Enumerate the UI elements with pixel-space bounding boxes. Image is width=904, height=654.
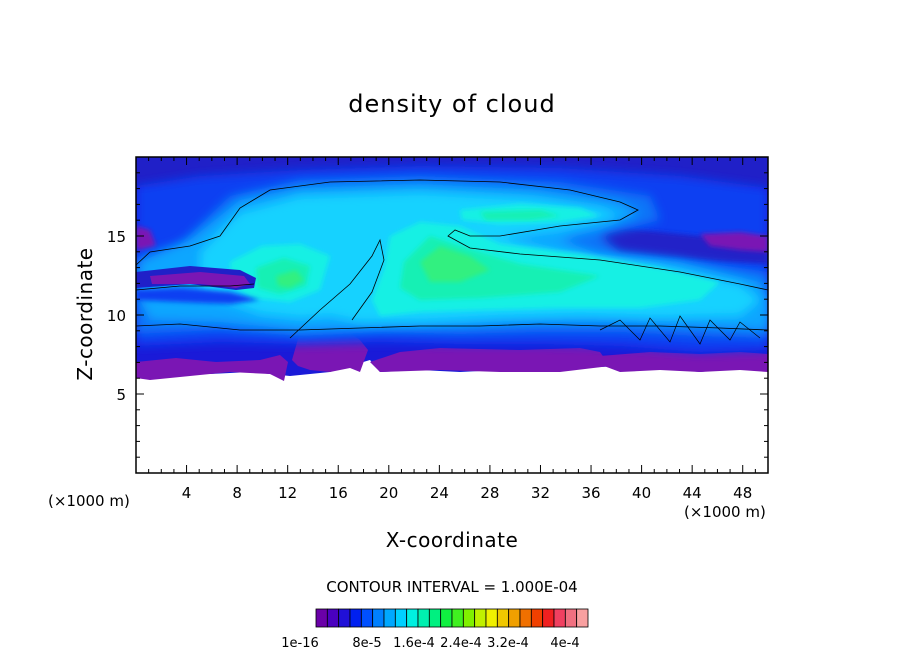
colorbar-swatch — [553, 608, 566, 628]
x-tick-label: 20 — [379, 484, 398, 502]
x-axis-label: X-coordinate — [386, 528, 519, 552]
colorbar-swatch — [417, 608, 430, 628]
colorbar-label: 8e-5 — [352, 636, 381, 651]
colorbar-swatch — [530, 608, 544, 628]
colorbar-swatch — [383, 608, 396, 628]
colorbar-swatch — [394, 608, 408, 628]
x-tick-label: 48 — [733, 484, 752, 502]
x-tick-label: 12 — [278, 484, 297, 502]
x-tick-label: 32 — [531, 484, 550, 502]
colorbar-swatch — [326, 608, 340, 628]
x-tick-label: 8 — [232, 484, 242, 502]
colorbar-label: 1.6e-4 — [393, 636, 435, 651]
colorbar-swatch — [564, 608, 578, 628]
colorbar-swatch — [349, 608, 362, 628]
purple-fringe — [136, 355, 288, 381]
x-tick-label: 36 — [581, 484, 600, 502]
x-unit-left: (×1000 m) — [48, 492, 130, 510]
colorbar-swatch — [462, 608, 476, 628]
x-tick-label: 16 — [329, 484, 348, 502]
y-tick-label: 10 — [107, 307, 126, 325]
contour-interval: CONTOUR INTERVAL = 1.000E-04 — [326, 578, 577, 596]
x-tick-label: 28 — [480, 484, 499, 502]
colorbar-label: 1e-16 — [281, 636, 319, 651]
x-tick-label: 40 — [632, 484, 651, 502]
colorbar-swatch — [485, 608, 498, 628]
colorbar-labels: 1e-16 8e-5 1.6e-4 2.4e-4 3.2e-4 4e-4 — [281, 636, 579, 651]
colorbar-label: 3.2e-4 — [487, 636, 529, 651]
density-field — [136, 157, 768, 473]
colorbar-swatch — [338, 608, 351, 628]
colorbar-swatch — [474, 608, 487, 628]
colorbar-swatch — [372, 608, 385, 628]
colorbar-swatch — [508, 608, 521, 628]
colorbar-swatch — [406, 608, 419, 628]
x-tick-label: 44 — [683, 484, 702, 502]
y-tick-label: 15 — [107, 228, 126, 246]
x-unit-right: (×1000 m) — [684, 503, 766, 521]
colorbar — [315, 608, 589, 628]
colorbar-label: 4e-4 — [550, 636, 579, 651]
colorbar-label: 2.4e-4 — [440, 636, 482, 651]
colorbar-swatch — [576, 608, 589, 628]
x-tick-label: 4 — [182, 484, 192, 502]
chart-title: density of cloud — [348, 90, 555, 118]
colorbar-swatch — [496, 608, 510, 628]
colorbar-swatch — [428, 608, 442, 628]
colorbar-swatch — [519, 608, 532, 628]
colorbar-swatch — [440, 608, 453, 628]
x-tick-label: 24 — [430, 484, 449, 502]
y-axis-label: Z-coordinate — [73, 247, 97, 380]
colorbar-swatch — [360, 608, 374, 628]
y-tick-label: 5 — [116, 386, 126, 404]
colorbar-swatch — [315, 608, 328, 628]
colorbar-swatch — [451, 608, 464, 628]
colorbar-swatch — [542, 608, 555, 628]
